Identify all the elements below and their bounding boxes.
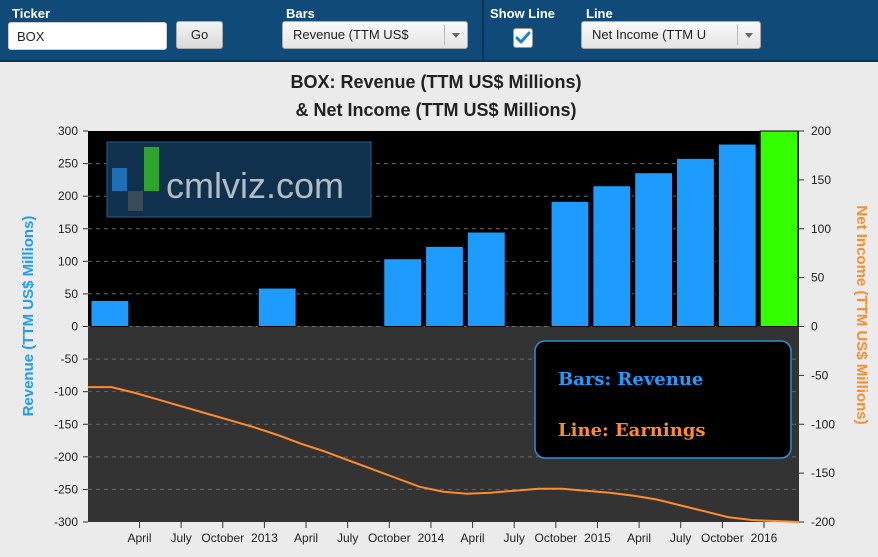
revenue-bar	[634, 172, 674, 327]
y2-tick-label: -100	[811, 417, 835, 431]
go-button[interactable]: Go	[176, 21, 223, 49]
revenue-bar	[425, 245, 464, 327]
x-tick-label: 2015	[584, 531, 611, 545]
x-tick-label: October	[201, 531, 244, 545]
show-line-checkbox[interactable]	[513, 28, 533, 48]
right-axis-label: Net Income (TTM US$ Millions)	[853, 205, 870, 424]
y2-tick-label: -200	[811, 515, 835, 529]
logo-bar-gray	[128, 191, 143, 211]
y2-tick-label: 0	[811, 320, 818, 334]
x-tick-label: October	[368, 531, 411, 545]
y-tick-label: 250	[58, 157, 78, 171]
x-tick-label: April	[127, 531, 151, 545]
net-income-line	[88, 386, 800, 523]
line-label: Line	[586, 6, 613, 21]
x-tick-label: April	[627, 531, 651, 545]
x-tick-label: July	[504, 531, 525, 545]
y-tick-label: 100	[58, 254, 78, 268]
y-tick-label: -100	[54, 385, 78, 399]
right-axis-ticks: 200 150 100 50 0 -50 -100 -150 -200	[799, 124, 835, 529]
chart-title: BOX: Revenue (TTM US$ Millions)	[290, 72, 581, 92]
left-axis-ticks: 300 250 200 150 100 50 0 -50 -100 -150 -200 -250 -30…	[54, 124, 88, 529]
revenue-bar	[383, 258, 423, 327]
revenue-bar	[717, 143, 757, 327]
x-tick-label: July	[337, 531, 358, 545]
chevron-down-icon	[444, 25, 467, 45]
line-select[interactable]: Net Income (TTM U	[581, 21, 761, 49]
x-tick-label: July	[670, 531, 691, 545]
revenue-bar	[759, 130, 799, 327]
bars-select-value: Revenue (TTM US$	[293, 27, 409, 42]
x-tick-label: 2016	[751, 531, 778, 545]
bars	[90, 130, 799, 328]
x-tick-label: 2014	[418, 531, 445, 545]
ticker-label: Ticker	[12, 6, 51, 21]
legend-box: Bars: Revenue Line: Earnings	[534, 340, 792, 459]
legend-line: Line: Earnings	[558, 420, 706, 441]
y2-tick-label: 200	[811, 124, 831, 138]
y-tick-label: -150	[54, 417, 78, 431]
y-tick-label: 0	[71, 320, 78, 334]
x-tick-label: April	[461, 531, 485, 545]
revenue-bar	[257, 287, 297, 327]
y-tick-label: 50	[65, 287, 79, 301]
x-tick-label: October	[701, 531, 744, 545]
watermark-text: cmlviz.com	[166, 165, 344, 206]
y2-tick-label: -50	[811, 368, 829, 382]
chart-title-line2: & Net Income (TTM US$ Millions)	[295, 100, 576, 120]
chevron-down-icon	[737, 25, 760, 45]
toolbar: Ticker BOX Go Bars Revenue (TTM US$ Show…	[0, 0, 878, 62]
ticker-input[interactable]: BOX	[8, 22, 167, 50]
y2-tick-label: 100	[811, 222, 831, 236]
legend-frame	[534, 340, 792, 459]
bars-label: Bars	[286, 6, 315, 21]
show-line-label: Show Line	[490, 6, 555, 21]
toolbar-divider	[482, 0, 484, 60]
revenue-bar	[90, 299, 130, 327]
checkmark-icon	[515, 31, 531, 44]
legend-bars: Bars: Revenue	[558, 369, 703, 390]
y-tick-label: -50	[61, 352, 79, 366]
x-tick-label: April	[294, 531, 318, 545]
y-tick-label: 150	[58, 222, 78, 236]
y2-tick-label: 150	[811, 173, 831, 187]
y-tick-label: 200	[58, 189, 78, 203]
logo-bar-blue	[112, 168, 127, 191]
left-axis-label: Revenue (TTM US$ Millions)	[20, 216, 37, 417]
x-axis-ticks: April July October 2013 April July October 2014…	[127, 522, 778, 545]
revenue-bar	[466, 231, 506, 327]
bars-select[interactable]: Revenue (TTM US$	[282, 21, 468, 49]
y-tick-label: -300	[54, 515, 78, 529]
y2-tick-label: -150	[811, 466, 835, 480]
watermark-logo: cmlviz.com	[106, 141, 372, 218]
revenue-bar	[592, 185, 632, 327]
revenue-bar	[676, 157, 715, 327]
y-tick-label: 300	[58, 124, 78, 138]
chart: BOX: Revenue (TTM US$ Millions) & Net In…	[20, 72, 870, 545]
line-select-value: Net Income (TTM U	[592, 27, 707, 42]
y-tick-label: -200	[54, 450, 78, 464]
y2-tick-label: 50	[811, 271, 825, 285]
y-tick-label: -250	[54, 482, 78, 496]
logo-bar-green	[144, 147, 159, 191]
revenue-bar	[550, 200, 590, 328]
x-tick-label: October	[534, 531, 577, 545]
x-tick-label: 2013	[251, 531, 278, 545]
x-tick-label: July	[170, 531, 191, 545]
